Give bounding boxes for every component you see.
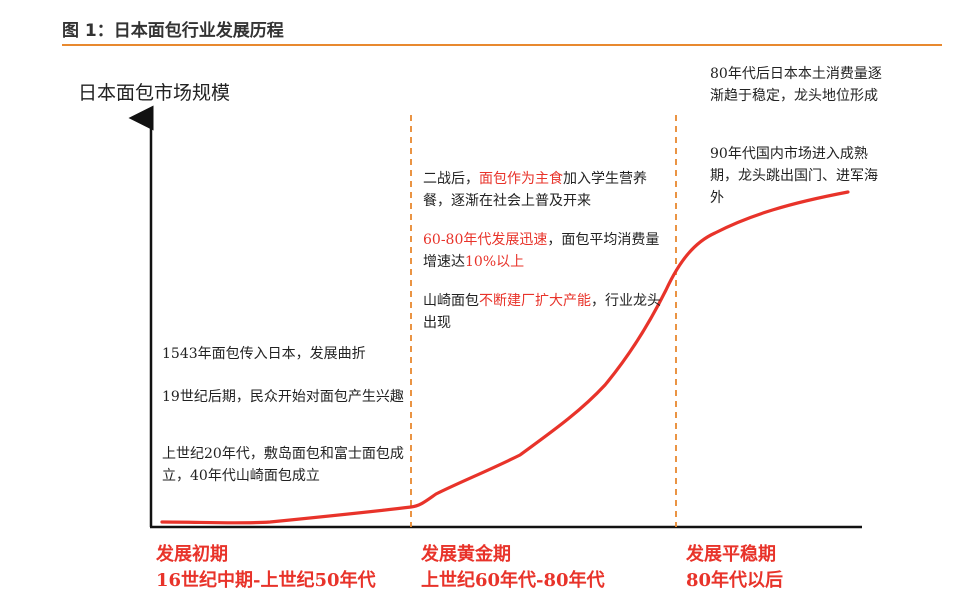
golden-note-3-highlight: 不断建厂扩大产能 (479, 293, 591, 309)
stage-golden-name: 发展黄金期 (421, 544, 511, 565)
stable-note-2: 90年代国内市场进入成熟期，龙头跳出国门、进军海外 (710, 146, 878, 206)
stage-stable-period: 80年代以后 (686, 570, 784, 591)
golden-note-1: 二战后，面包作为主食加入学生营养餐，逐渐在社会上普及开来 (423, 168, 668, 212)
stage-golden-period: 上世纪60年代-80年代 (421, 570, 605, 591)
golden-note-1-post: 加入学生营养餐，逐渐在社会上普及开来 (423, 171, 647, 209)
early-note-1: 1543年面包传入日本，发展曲折 (162, 346, 366, 362)
market-growth-curve (160, 190, 850, 525)
stage-stable-name: 发展平稳期 (686, 544, 776, 565)
early-note-2: 19世纪后期，民众开始对面包产生兴趣 (162, 389, 404, 405)
golden-note-3-post: ，行业龙头出现 (423, 293, 661, 331)
stage-label-golden: 发展黄金期 上世纪60年代-80年代 (421, 542, 605, 594)
figure-title: 图 1：日本面包行业发展历程 (62, 21, 284, 41)
golden-note-3: 山崎面包不断建厂扩大产能，行业龙头出现 (423, 290, 668, 334)
stage-label-stable: 发展平稳期 80年代以后 (686, 542, 783, 594)
golden-note-2-highlight-2: 10%以上 (465, 254, 525, 270)
stage-label-early: 发展初期 16世纪中期-上世纪50年代 (156, 542, 376, 594)
golden-note-2-mid: ，面包平均消费量增速达 (423, 232, 660, 270)
stable-note-1: 80年代后日本本土消费量逐渐趋于稳定，龙头地位形成 (710, 66, 882, 104)
golden-note-1-highlight: 面包作为主食 (479, 171, 563, 187)
title-divider (62, 44, 942, 46)
y-axis-label: 日本面包市场规模 (78, 82, 231, 104)
golden-note-3-pre: 山崎面包 (423, 293, 479, 309)
golden-note-2: 60-80年代发展迅速，面包平均消费量增速达10%以上 (423, 229, 668, 273)
golden-note-1-pre: 二战后， (423, 171, 479, 187)
early-note-3: 上世纪20年代，敷岛面包和富士面包成立，40年代山崎面包成立 (162, 446, 404, 484)
stage-early-name: 发展初期 (156, 544, 228, 565)
golden-note-2-highlight-1: 60-80年代发展迅速 (423, 232, 548, 248)
stage-early-period: 16世纪中期-上世纪50年代 (156, 570, 376, 591)
